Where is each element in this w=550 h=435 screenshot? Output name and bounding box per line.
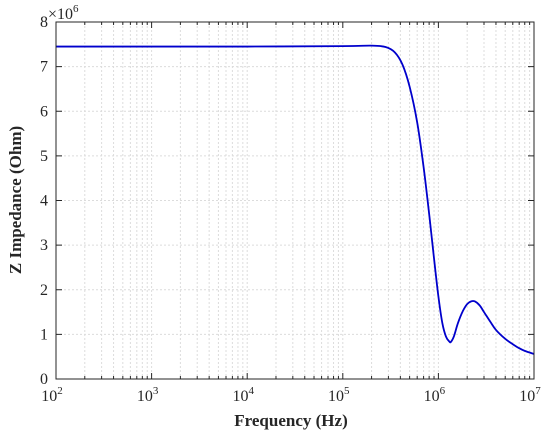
y-multiplier-label: ×106: [48, 3, 79, 23]
x-tick-exponent: 3: [153, 385, 159, 397]
x-tick-base: 10: [41, 388, 57, 405]
x-tick-exponent: 2: [57, 385, 63, 397]
x-tick-label: 102: [41, 385, 63, 405]
y-axis-label: Z Impedance (Ohm): [6, 126, 25, 274]
x-axis-label: Frequency (Hz): [234, 411, 347, 430]
y-tick-label: 0: [40, 371, 48, 388]
x-tick-base: 10: [232, 388, 248, 405]
x-tick-label: 103: [137, 385, 159, 405]
x-tick-base: 10: [328, 388, 344, 405]
x-tick-exponent: 5: [344, 385, 350, 397]
x-tick-base: 10: [137, 388, 153, 405]
y-tick-label: 2: [40, 282, 48, 299]
x-tick-exponent: 7: [535, 385, 541, 397]
y-multiplier-base: ×10: [48, 6, 73, 23]
x-tick-exponent: 4: [248, 385, 254, 397]
x-tick-label: 107: [519, 385, 541, 405]
grid: [56, 22, 534, 379]
x-tick-label: 106: [424, 385, 446, 405]
y-tick-label: 3: [40, 237, 48, 254]
y-tick-label: 8: [40, 14, 48, 31]
y-tick-label: 6: [40, 103, 48, 120]
x-tick-label: 105: [328, 385, 350, 405]
y-tick-label: 5: [40, 148, 48, 165]
x-tick-base: 10: [519, 388, 535, 405]
y-multiplier-exponent: 6: [73, 3, 79, 15]
y-tick-label: 4: [40, 193, 48, 210]
x-tick-exponent: 6: [440, 385, 446, 397]
series-layer: [55, 44, 535, 355]
y-tick-label: 1: [40, 326, 48, 343]
y-tick-label: 7: [40, 59, 48, 76]
axis-ticks: [56, 21, 534, 380]
x-tick-base: 10: [424, 388, 440, 405]
plot-frame: [55, 21, 535, 380]
x-tick-label: 104: [232, 385, 254, 405]
impedance-line: [55, 44, 535, 355]
